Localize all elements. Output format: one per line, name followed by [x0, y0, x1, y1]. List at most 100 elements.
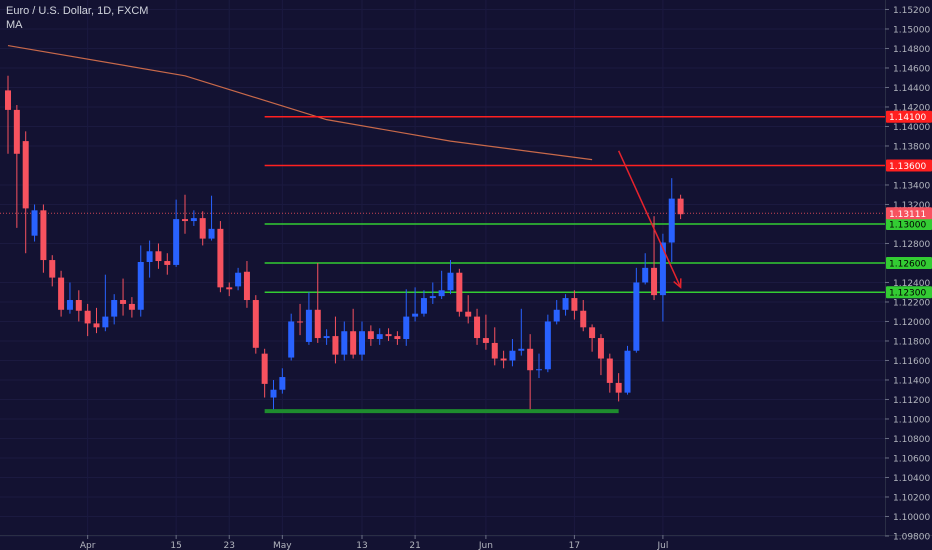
candle[interactable]	[677, 194, 684, 220]
candle[interactable]	[243, 261, 250, 308]
candle[interactable]	[509, 339, 516, 367]
candle[interactable]	[447, 260, 454, 295]
candle[interactable]	[527, 334, 534, 410]
candle[interactable]	[482, 314, 489, 350]
candle[interactable]	[226, 282, 233, 297]
candle[interactable]	[190, 210, 197, 226]
candle[interactable]	[128, 297, 135, 318]
candle[interactable]	[615, 373, 622, 402]
candle[interactable]	[668, 178, 675, 262]
price-tick-label: 1.14400	[893, 84, 930, 94]
candle[interactable]	[332, 316, 339, 364]
candle-body	[252, 300, 259, 348]
candle-body	[341, 331, 348, 355]
candle[interactable]	[146, 240, 153, 278]
candle[interactable]	[252, 295, 259, 354]
candle[interactable]	[84, 303, 91, 337]
arrow-head[interactable]	[673, 278, 682, 289]
candle[interactable]	[606, 353, 613, 393]
candle-body	[438, 290, 445, 297]
candle-body	[199, 218, 206, 239]
candle[interactable]	[385, 328, 392, 341]
candle[interactable]	[474, 308, 481, 345]
candle[interactable]	[500, 350, 507, 369]
candle[interactable]	[49, 255, 56, 287]
candle[interactable]	[75, 290, 82, 322]
candle[interactable]	[536, 353, 542, 379]
candle[interactable]	[155, 243, 162, 269]
candle[interactable]	[456, 268, 463, 317]
candle-body	[146, 251, 153, 262]
candle[interactable]	[279, 368, 286, 394]
resistance-2-price-label: 1.14100	[889, 113, 926, 123]
candle[interactable]	[465, 295, 472, 324]
candle[interactable]	[633, 267, 640, 353]
candle[interactable]	[394, 331, 401, 345]
candle[interactable]	[13, 105, 20, 228]
candle[interactable]	[553, 300, 560, 325]
candle[interactable]	[305, 292, 312, 345]
candle[interactable]	[341, 321, 348, 361]
candle[interactable]	[270, 379, 277, 410]
candle-body	[226, 287, 233, 290]
candle[interactable]	[544, 314, 551, 373]
price-tick-label: 1.13400	[893, 181, 930, 191]
candle[interactable]	[66, 282, 73, 314]
candle[interactable]	[137, 245, 144, 317]
candle[interactable]	[412, 287, 419, 322]
annotation-arrow[interactable]	[617, 150, 682, 289]
candle[interactable]	[359, 321, 365, 361]
candle[interactable]	[22, 131, 29, 254]
candle[interactable]	[518, 308, 525, 356]
candle[interactable]	[40, 204, 47, 273]
candle-body	[137, 262, 144, 310]
candle[interactable]	[173, 199, 180, 267]
candle-body	[403, 316, 410, 340]
time-axis[interactable]: Apr 15 23 May 13 21 Jun 17 Jul	[80, 535, 668, 550]
candle[interactable]	[642, 253, 649, 285]
price-axis[interactable]: 1.15200 1.15000 1.14800 1.14600 1.14400 1.142…	[885, 6, 930, 543]
candle[interactable]	[120, 278, 127, 316]
candle[interactable]	[597, 334, 604, 376]
candle[interactable]	[438, 270, 445, 300]
candle[interactable]	[420, 290, 427, 317]
price-tick-label: 1.14800	[893, 45, 930, 55]
candle[interactable]	[261, 348, 268, 398]
candle[interactable]	[217, 221, 224, 293]
candle-body	[297, 321, 304, 323]
horizontal-levels[interactable]	[264, 115, 885, 414]
candle[interactable]	[31, 204, 38, 242]
candle[interactable]	[491, 327, 498, 366]
candle[interactable]	[235, 267, 242, 291]
candle[interactable]	[314, 262, 321, 343]
candle[interactable]	[350, 308, 357, 359]
candle[interactable]	[624, 345, 631, 395]
candle[interactable]	[297, 303, 304, 336]
candle[interactable]	[58, 270, 65, 317]
candle[interactable]	[376, 328, 383, 345]
candle[interactable]	[182, 194, 188, 234]
arrow-shaft[interactable]	[617, 150, 682, 288]
candles[interactable]	[5, 75, 684, 410]
candle[interactable]	[164, 253, 171, 275]
candle[interactable]	[102, 274, 109, 332]
candle[interactable]	[429, 282, 436, 304]
candle[interactable]	[199, 211, 206, 246]
price-tick-label: 1.11000	[893, 415, 930, 425]
candle[interactable]	[208, 195, 215, 241]
candle[interactable]	[5, 75, 11, 154]
candle[interactable]	[403, 289, 410, 346]
candle[interactable]	[93, 307, 100, 334]
candle[interactable]	[589, 324, 596, 352]
price-tick-label: 1.10000	[893, 513, 930, 523]
candle[interactable]	[367, 325, 374, 346]
candle[interactable]	[580, 300, 587, 332]
candle-body	[571, 298, 578, 311]
candle-body	[518, 348, 525, 351]
candle[interactable]	[288, 313, 295, 361]
candle[interactable]	[562, 294, 569, 316]
candle[interactable]	[111, 294, 118, 325]
candle[interactable]	[571, 290, 578, 320]
candle[interactable]	[323, 329, 330, 345]
